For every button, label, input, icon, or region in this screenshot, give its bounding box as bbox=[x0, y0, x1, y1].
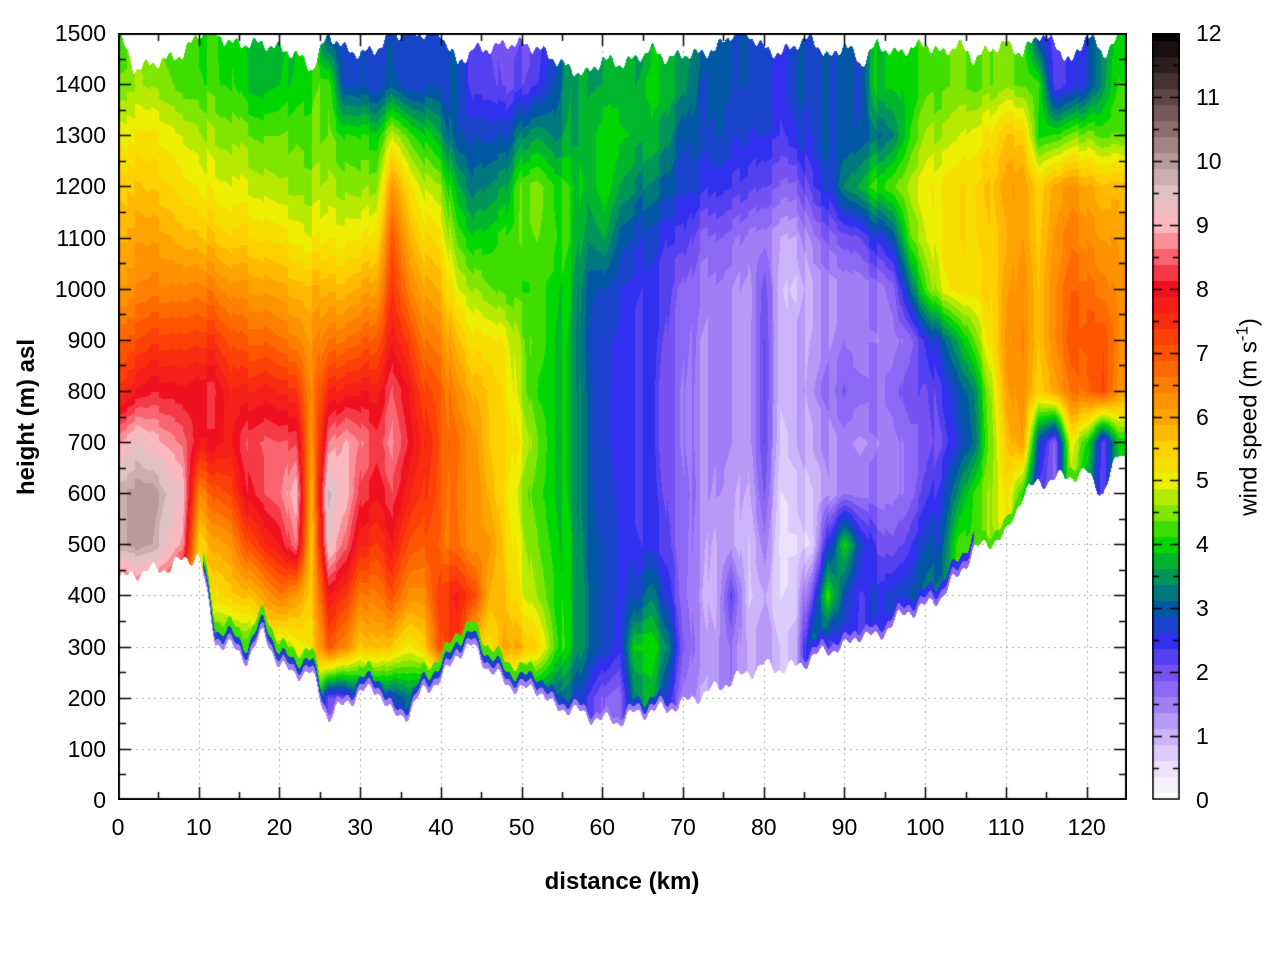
x-tick-label: 30 bbox=[347, 814, 373, 840]
x-tick-label: 70 bbox=[670, 814, 696, 840]
colorbar-tick-label: 6 bbox=[1196, 403, 1209, 430]
x-tick-label: 50 bbox=[508, 814, 535, 840]
y-tick-label: 700 bbox=[67, 429, 106, 456]
y-tick-label: 900 bbox=[67, 326, 106, 353]
colorbar-tick-label: 7 bbox=[1196, 339, 1209, 366]
x-tick-label: 120 bbox=[1067, 814, 1106, 840]
x-tick-label: 10 bbox=[185, 814, 212, 840]
x-tick-label: 0 bbox=[111, 814, 125, 840]
colorbar-title-sup: -1 bbox=[1232, 326, 1252, 342]
colorbar-title-close: ) bbox=[1235, 318, 1263, 327]
colorbar-tick-label: 2 bbox=[1196, 659, 1209, 686]
colorbar-tick-label: 1 bbox=[1196, 723, 1209, 750]
colorbar-title: wind speed (m s-1) bbox=[1233, 318, 1264, 516]
x-tick-label: 20 bbox=[266, 814, 293, 840]
x-axis-title: distance (km) bbox=[544, 868, 700, 895]
y-tick-label: 200 bbox=[67, 684, 106, 711]
y-tick-label: 600 bbox=[67, 480, 106, 507]
y-tick-label: 1000 bbox=[54, 275, 106, 302]
colorbar-tick-label: 11 bbox=[1196, 83, 1220, 110]
x-tick-label: 110 bbox=[987, 814, 1025, 840]
y-tick-label: 1200 bbox=[54, 173, 106, 200]
y-tick-label: 800 bbox=[67, 377, 106, 404]
y-tick-label: 500 bbox=[67, 531, 106, 558]
colorbar-tick-label: 10 bbox=[1196, 147, 1222, 174]
y-tick-label: 400 bbox=[67, 582, 106, 609]
heatmap-plot-canvas bbox=[118, 33, 1127, 800]
colorbar-title-text: wind speed (m s bbox=[1235, 341, 1263, 516]
colorbar-tick-label: 8 bbox=[1196, 275, 1209, 302]
y-tick-label: 300 bbox=[67, 633, 106, 660]
colorbar-tick-label: 9 bbox=[1196, 211, 1209, 238]
y-tick-label: 0 bbox=[93, 787, 106, 813]
y-tick-label: 1400 bbox=[54, 71, 106, 98]
colorbar-tick-label: 3 bbox=[1196, 595, 1209, 622]
y-tick-label: 1300 bbox=[54, 122, 106, 149]
colorbar-canvas bbox=[1152, 33, 1180, 800]
x-tick-label: 100 bbox=[906, 814, 945, 840]
x-tick-label: 80 bbox=[750, 814, 777, 840]
x-tick-label: 40 bbox=[428, 814, 454, 840]
y-axis-title: height (m) asl bbox=[13, 338, 40, 496]
colorbar-tick-label: 12 bbox=[1196, 20, 1222, 46]
colorbar-tick-label: 0 bbox=[1196, 787, 1209, 813]
x-tick-label: 90 bbox=[831, 814, 858, 840]
colorbar-tick-label: 4 bbox=[1196, 531, 1209, 558]
y-tick-label: 1500 bbox=[54, 20, 106, 46]
colorbar-tick-label: 5 bbox=[1196, 467, 1209, 494]
y-tick-label: 100 bbox=[67, 735, 106, 762]
x-tick-label: 60 bbox=[589, 814, 616, 840]
y-tick-label: 1100 bbox=[56, 224, 106, 251]
